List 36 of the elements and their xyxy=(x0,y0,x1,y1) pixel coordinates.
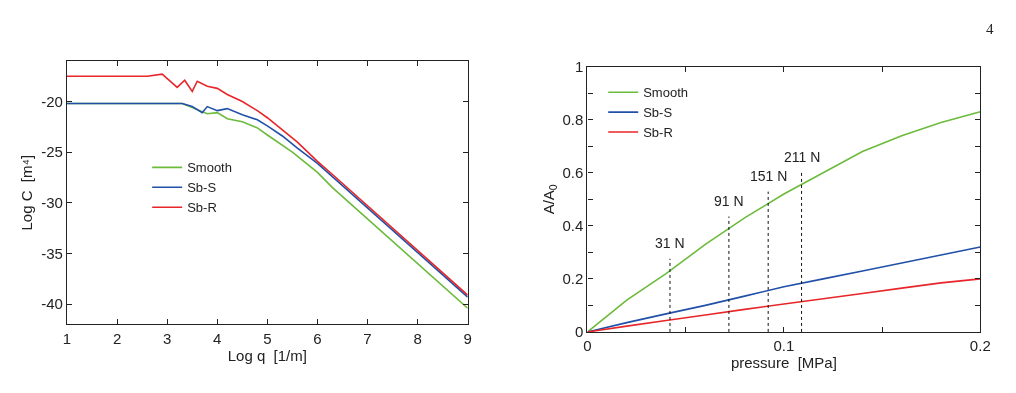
legend-label: Smooth xyxy=(187,160,232,176)
y-tick-label: 1 xyxy=(575,57,584,75)
ref-line-label: 91 N xyxy=(714,193,744,209)
x-axis-title: Log q [1/m] xyxy=(227,346,307,364)
y-tick-label: -35 xyxy=(41,244,63,262)
y-tick-label: -25 xyxy=(41,143,63,161)
y-tick-label: 0.4 xyxy=(562,217,584,235)
x-tick-label: 6 xyxy=(313,329,322,347)
x-tick-label: 2 xyxy=(112,329,122,347)
x-tick-label: 5 xyxy=(263,329,272,347)
legend-label: Sb-R xyxy=(643,125,673,141)
x-tick-label: 0.1 xyxy=(773,337,795,355)
legend-label: Sb-R xyxy=(187,200,217,216)
legend-label: Sb-S xyxy=(643,105,673,121)
x-tick-label: 8 xyxy=(413,329,422,347)
line-series xyxy=(587,246,981,332)
legend-label: Smooth xyxy=(643,85,689,101)
x-tick-label: 4 xyxy=(213,329,222,347)
x-tick-label: 0.2 xyxy=(969,337,991,355)
y-tick-label: -30 xyxy=(41,194,63,212)
x-axis-title: pressure [MPa] xyxy=(730,354,837,372)
text: 4 xyxy=(986,21,994,37)
x-tick-label: 9 xyxy=(463,329,472,347)
x-tick-label: 3 xyxy=(163,329,172,347)
y-tick-label: 0.6 xyxy=(562,164,584,182)
ref-line-label: 151 N xyxy=(750,168,788,184)
y-axis-title: Log C [m⁴] xyxy=(18,154,36,231)
ref-line-label: 31 N xyxy=(655,235,685,251)
x-tick-label: 7 xyxy=(363,329,372,347)
legend-label: Sb-S xyxy=(187,180,217,196)
line-series xyxy=(587,110,981,332)
y-tick-label: 0.8 xyxy=(562,110,584,128)
y-tick-label: -40 xyxy=(41,295,63,313)
ref-line-label: 211 N xyxy=(784,149,821,165)
y-tick-label: -20 xyxy=(41,92,63,110)
y-tick-label: 0.2 xyxy=(562,270,584,288)
